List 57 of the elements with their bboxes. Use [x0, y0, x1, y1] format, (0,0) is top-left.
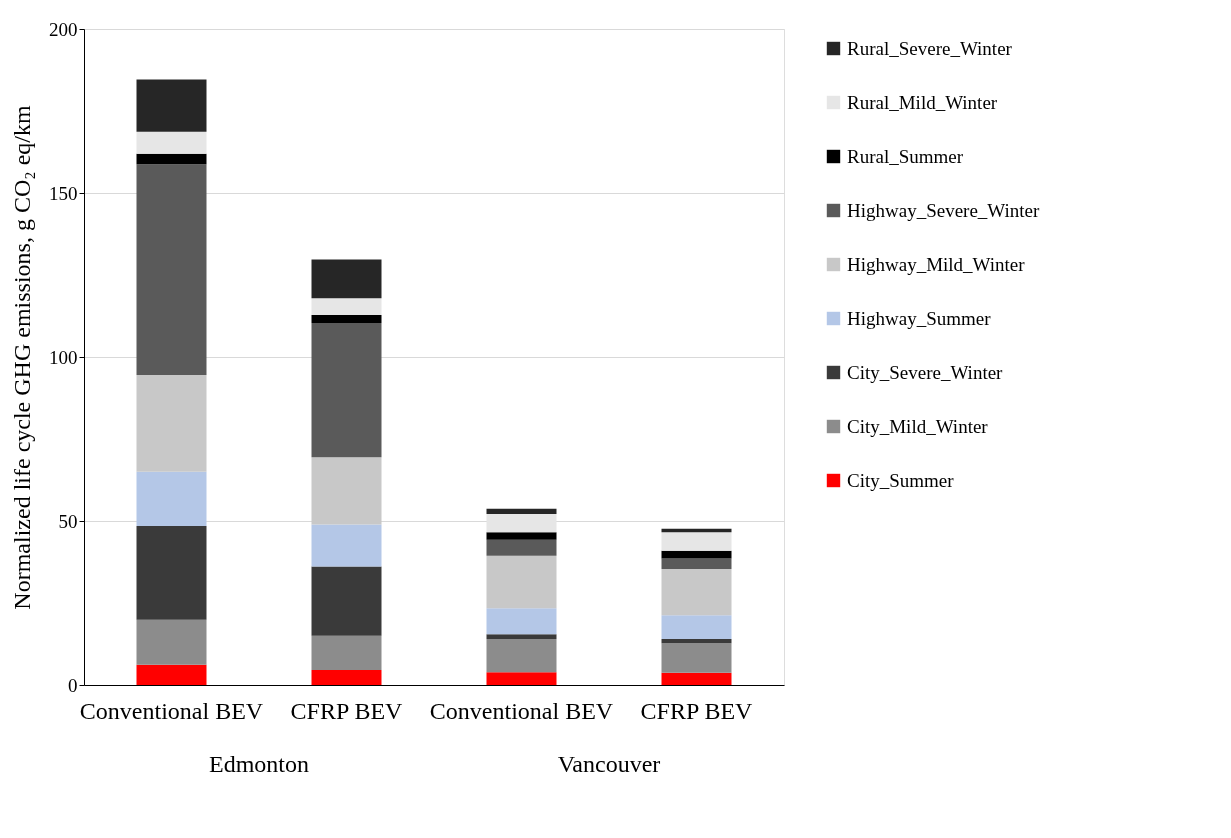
x-tick-label: Conventional BEV	[79, 697, 264, 724]
bar	[661, 615, 732, 640]
legend-label: Highway_Summer	[847, 307, 992, 329]
y-tick-label: 0	[68, 674, 78, 696]
bar	[311, 669, 382, 685]
text: Edmonton	[209, 751, 309, 777]
y-tick-label: 150	[49, 182, 78, 204]
legend-label: Rural_Summer	[847, 145, 964, 167]
legend-label: Rural_Mild_Winter	[847, 91, 998, 113]
bar	[136, 664, 207, 685]
bar	[486, 672, 557, 685]
bar	[486, 532, 557, 540]
bar	[661, 528, 732, 533]
bar	[661, 639, 732, 644]
bar	[136, 79, 207, 132]
bar	[136, 164, 207, 376]
legend-label: City_Severe_Winter	[847, 361, 1004, 383]
legend-label: Highway_Severe_Winter	[847, 199, 1041, 221]
bar	[136, 375, 207, 472]
x-tick-label: CFRP BEV	[290, 697, 404, 724]
bar	[311, 457, 382, 525]
bar	[136, 153, 207, 165]
bar	[486, 539, 557, 556]
bar	[486, 508, 557, 515]
bar	[311, 298, 382, 316]
bar	[311, 524, 382, 567]
legend-label: Highway_Mild_Winter	[847, 253, 1026, 275]
y-tick-label: 100	[49, 346, 78, 368]
bar	[136, 471, 207, 526]
bar	[661, 643, 732, 673]
bar	[136, 619, 207, 665]
x-tick-label: CFRP BEV	[640, 697, 754, 724]
text: Vancouver	[557, 751, 661, 777]
y-tick-label: 200	[49, 18, 78, 40]
bar	[311, 259, 382, 299]
bar	[311, 315, 382, 323]
y-tick-label: 50	[58, 510, 78, 532]
x-tick-label: Conventional BEV	[429, 697, 614, 724]
bar	[486, 639, 557, 673]
y-axis-title: Normalized life cycle GHG emissions, g CO₂ eq/km	[9, 105, 35, 610]
bar	[311, 322, 382, 458]
bar	[486, 608, 557, 635]
bar	[486, 514, 557, 533]
legend-label: City_Summer	[847, 469, 955, 491]
legend-label: Rural_Severe_Winter	[847, 37, 1013, 59]
bar	[136, 525, 207, 620]
bar	[136, 131, 207, 154]
bar	[661, 532, 732, 551]
bar	[486, 555, 557, 609]
bar	[661, 672, 732, 685]
bar	[311, 635, 382, 670]
bar	[661, 568, 732, 616]
bar	[661, 558, 732, 569]
legend-label: City_Mild_Winter	[847, 415, 989, 437]
bar	[661, 550, 732, 559]
bar	[486, 634, 557, 640]
bar	[311, 566, 382, 636]
